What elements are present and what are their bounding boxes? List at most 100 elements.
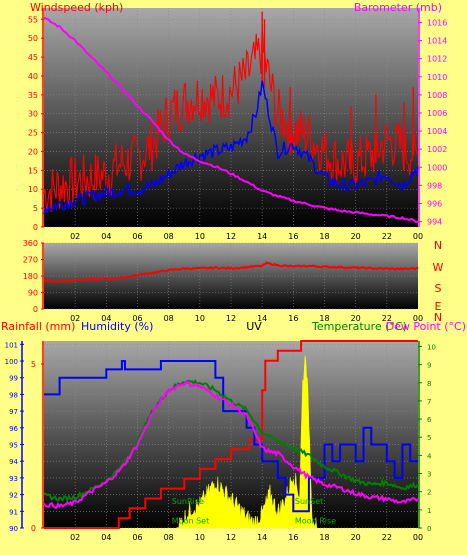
x-tick-label-06: 06 [132,314,142,323]
x-tick-label-10: 10 [195,314,205,323]
barometer-tick-1000: 1000 [427,163,447,172]
x-tick-label-14: 14 [257,314,267,323]
x-tick-label-12: 12 [226,533,236,542]
temperature-tick-8: 8 [427,380,431,388]
rain-tick-0: 0 [31,524,36,533]
wind-grid [44,8,418,228]
x-tick-label-08: 08 [164,533,174,542]
x-tick-label-00: 00 [413,533,423,542]
rainfall-line [44,340,418,529]
temperature-tick-6: 6 [427,416,432,424]
windspeed-tick-35: 35 [28,91,38,100]
x-tick-label-04: 04 [101,314,111,323]
direction-tick-180: 180 [23,272,38,281]
temperature-tick-4: 4 [427,452,432,460]
annotation-sunset: SunSet [295,497,323,506]
x-tick-label-20: 20 [351,232,361,241]
humidity-tick-91: 91 [9,508,18,516]
temperature-tick-9: 9 [427,362,431,370]
temperature-tick-7: 7 [427,398,431,406]
humidity-tick-96: 96 [9,425,18,433]
direction-grid [44,242,418,310]
x-tick-label-12: 12 [226,314,236,323]
temperature-tick-3: 3 [427,471,431,479]
humidity-axis-label: Humidity (%) [81,320,153,333]
windspeed-tick-20: 20 [28,147,38,156]
x-tick-label-16: 16 [288,232,298,241]
direction-tick-0: 0 [33,305,38,314]
x-tick-label-16: 16 [288,533,298,542]
x-tick-label-06: 06 [132,232,142,241]
barometer-tick-1016: 1016 [427,18,447,27]
barometer-tick-1012: 1012 [427,55,447,64]
x-tick-label-08: 08 [164,314,174,323]
x-tick-label-04: 04 [101,232,111,241]
uv-title: UV [246,320,262,333]
barometer-axis-label: Barometer (mb) [354,1,442,14]
windspeed-tick-0: 0 [33,223,38,232]
x-tick-label-08: 08 [164,232,174,241]
barometer-tick-998: 998 [427,181,442,190]
x-tick-label-12: 12 [226,232,236,241]
barometer-tick-1002: 1002 [427,145,447,154]
humidity-tick-93: 93 [9,475,18,483]
x-tick-label-20: 20 [351,314,361,323]
temp-series: SunRise Moon Set SunSet Moon Rise [43,340,419,529]
windspeed-tick-5: 5 [33,204,38,213]
temperature-tick-1: 1 [427,507,431,515]
barometer-tick-1006: 1006 [427,109,447,118]
barometer-line [43,16,419,223]
x-tick-label-02: 02 [70,232,80,241]
annotation-sunrise: SunRise [172,497,204,506]
temperature-tick-5: 5 [427,434,431,442]
barometer-tick-1008: 1008 [427,91,447,100]
wind-direction-line [43,261,419,283]
compass-label-n: N [434,239,442,252]
x-tick-label-14: 14 [257,232,267,241]
humidity-tick-98: 98 [9,391,18,399]
x-tick-label-10: 10 [195,232,205,241]
windspeed-axis-label: Windspeed (kph) [30,1,123,14]
x-tick-label-18: 18 [319,533,329,542]
windspeed-tick-50: 50 [28,34,38,43]
humidity-tick-100: 100 [5,358,18,366]
barometer-tick-996: 996 [427,199,442,208]
x-tick-label-04: 04 [101,533,111,542]
annotation-moon-set: Moon Set [172,517,209,526]
humidity-tick-101: 101 [5,341,18,349]
barometer-tick-1014: 1014 [427,37,447,46]
windspeed-tick-10: 10 [28,185,38,194]
x-tick-label-14: 14 [257,533,267,542]
barometer-tick-1010: 1010 [427,73,447,82]
rainfall-axis-label: Rainfall (mm) [1,320,75,333]
compass-label-n: N [434,311,442,324]
temperature-axis-label: Temperature (°C) [311,320,407,333]
x-tick-label-02: 02 [70,314,80,323]
direction-tick-360: 360 [23,239,38,248]
direction-series [43,261,419,283]
x-tick-label-20: 20 [351,533,361,542]
x-tick-label-06: 06 [132,533,142,542]
windspeed-tick-30: 30 [28,110,38,119]
x-tick-label-22: 22 [382,314,392,323]
humidity-tick-99: 99 [9,375,18,383]
dew-point-axis-label: Dew Point (°C) [386,320,466,333]
humidity-tick-94: 94 [9,458,18,466]
windspeed-tick-45: 45 [28,53,38,62]
wind-series [43,11,419,223]
dew-point-line [43,380,419,509]
windspeed-tick-25: 25 [28,129,38,138]
barometer-tick-994: 994 [427,218,442,227]
annotation-moon-rise: Moon Rise [295,517,336,526]
x-tick-label-00: 00 [413,232,423,241]
temperature-tick-0: 0 [427,525,431,533]
humidity-tick-97: 97 [9,408,18,416]
x-tick-label-10: 10 [195,533,205,542]
direction-tick-270: 270 [23,256,38,265]
wind-ticks: 0510152025303540455055994996998100010021… [28,8,447,241]
compass-label-e: E [435,300,442,313]
